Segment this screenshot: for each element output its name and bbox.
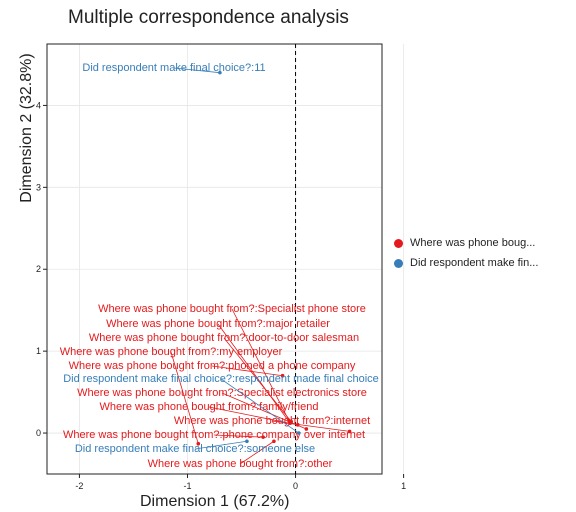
leader-line (221, 392, 307, 430)
point-label: Where was phone bought from?:Specialist … (77, 387, 367, 399)
x-axis-title: Dimension 1 (67.2%) (140, 493, 290, 510)
point-label: Where was phone bought from?:major retai… (106, 318, 330, 330)
leader-line (213, 434, 264, 438)
data-point (272, 439, 276, 444)
data-point (280, 373, 285, 378)
y-tick-label: 4 (36, 100, 41, 110)
chart-title: Multiple correspondence analysis (68, 7, 349, 28)
plot-frame (46, 43, 383, 475)
leader-line (271, 420, 350, 432)
legend: Where was phone boug... Did respondent ma… (394, 233, 538, 273)
leader-line (231, 308, 290, 421)
data-point (245, 439, 249, 444)
leader-line (220, 378, 300, 434)
y-tick-label: 3 (36, 182, 41, 192)
point-label: Where was phone bought from?:phone compa… (63, 429, 365, 441)
data-point (304, 427, 309, 431)
point-label: Did respondent make final choice?:11 (82, 62, 265, 74)
leader-line (217, 323, 291, 424)
x-tick-label: 1 (401, 481, 406, 491)
legend-dot-icon (394, 238, 403, 248)
x-tick-label: -2 (75, 481, 83, 491)
y-tick-label: 0 (36, 428, 41, 438)
leader-line (223, 337, 292, 422)
x-tick-label: -1 (183, 481, 191, 491)
legend-label: Where was phone boug... (410, 237, 536, 249)
point-label: Where was phone bought from?:Specialist … (98, 303, 366, 315)
point-label: Did respondent make final choice?:respon… (63, 373, 379, 385)
point-label: Where was phone bought from?:my employer (60, 346, 283, 358)
data-point (196, 441, 201, 446)
data-point (347, 429, 352, 434)
point-label: Where was phone bought from?:door-to-doo… (89, 332, 359, 344)
legend-item: Did respondent make fin... (394, 253, 538, 273)
point-label: Where was phone bought from?:internet (174, 415, 370, 427)
y-tick-label: 1 (36, 346, 41, 356)
point-label: Where was phone bought from?:phoned a ph… (69, 360, 356, 372)
point-label: Where was phone bought from?:other (148, 458, 333, 470)
leader-line (239, 440, 275, 465)
legend-item: Where was phone boug... (394, 233, 538, 253)
leader-line (173, 67, 220, 74)
x-tick-label: 0 (293, 481, 298, 491)
legend-label: Did respondent make fin... (410, 257, 539, 269)
data-point (261, 435, 265, 439)
point-label: Where was phone bought from?:family/frie… (100, 401, 319, 413)
y-tick-label: 2 (36, 264, 41, 274)
legend-dot-icon (394, 258, 403, 268)
leader-line (211, 365, 283, 377)
leader-line (194, 440, 247, 450)
leader-line (170, 351, 199, 444)
data-point (296, 431, 301, 435)
point-label: Did respondent make final choice?:someon… (75, 443, 315, 455)
data-point (218, 70, 222, 75)
